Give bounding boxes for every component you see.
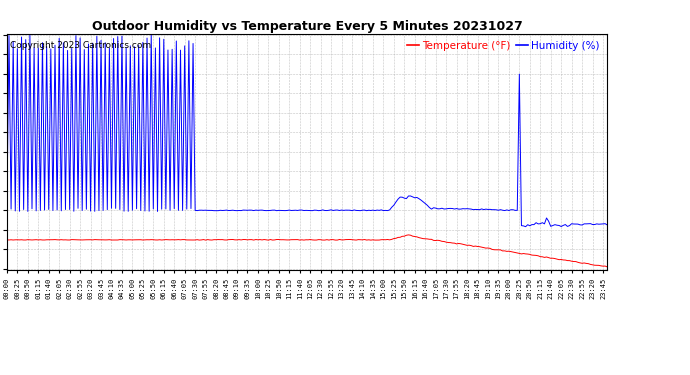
Text: Copyright 2023 Cartronics.com: Copyright 2023 Cartronics.com [10, 41, 151, 50]
Legend: Temperature (°F), Humidity (%): Temperature (°F), Humidity (%) [404, 39, 602, 53]
Title: Outdoor Humidity vs Temperature Every 5 Minutes 20231027: Outdoor Humidity vs Temperature Every 5 … [92, 20, 522, 33]
